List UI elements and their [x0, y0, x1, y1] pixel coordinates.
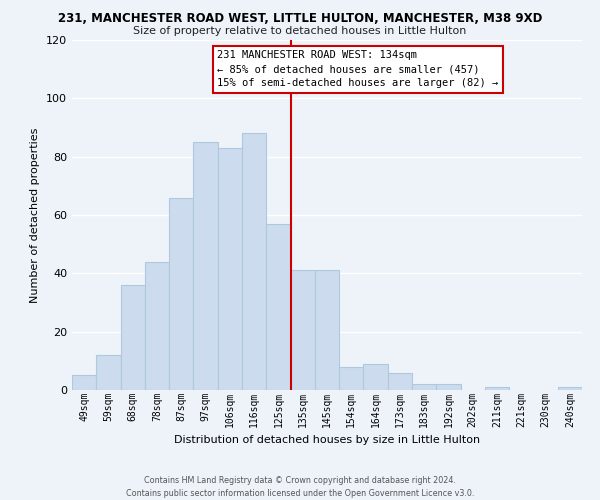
- Bar: [412, 384, 436, 390]
- Bar: [193, 142, 218, 390]
- Bar: [242, 134, 266, 390]
- Bar: [388, 372, 412, 390]
- Bar: [169, 198, 193, 390]
- X-axis label: Distribution of detached houses by size in Little Hulton: Distribution of detached houses by size …: [174, 435, 480, 445]
- Bar: [364, 364, 388, 390]
- Bar: [436, 384, 461, 390]
- Bar: [290, 270, 315, 390]
- Bar: [145, 262, 169, 390]
- Bar: [339, 366, 364, 390]
- Text: 231 MANCHESTER ROAD WEST: 134sqm
← 85% of detached houses are smaller (457)
15% : 231 MANCHESTER ROAD WEST: 134sqm ← 85% o…: [217, 50, 499, 88]
- Text: Size of property relative to detached houses in Little Hulton: Size of property relative to detached ho…: [133, 26, 467, 36]
- Bar: [485, 387, 509, 390]
- Text: 231, MANCHESTER ROAD WEST, LITTLE HULTON, MANCHESTER, M38 9XD: 231, MANCHESTER ROAD WEST, LITTLE HULTON…: [58, 12, 542, 26]
- Bar: [121, 285, 145, 390]
- Bar: [558, 387, 582, 390]
- Bar: [315, 270, 339, 390]
- Bar: [266, 224, 290, 390]
- Text: Contains HM Land Registry data © Crown copyright and database right 2024.
Contai: Contains HM Land Registry data © Crown c…: [126, 476, 474, 498]
- Bar: [218, 148, 242, 390]
- Bar: [96, 355, 121, 390]
- Bar: [72, 376, 96, 390]
- Y-axis label: Number of detached properties: Number of detached properties: [31, 128, 40, 302]
